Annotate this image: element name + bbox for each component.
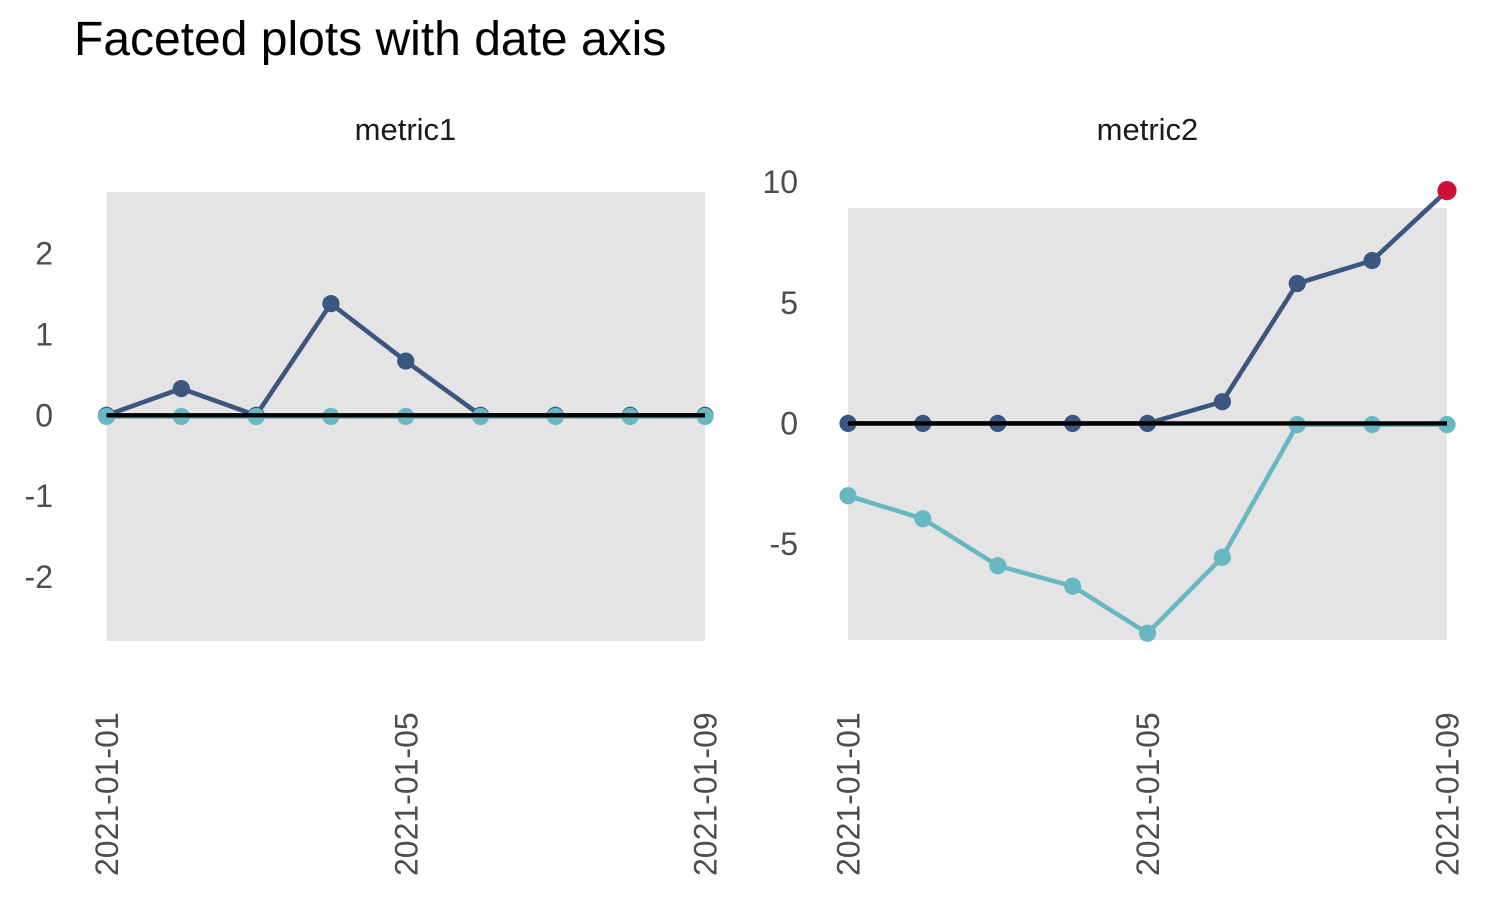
x-tick-label: 2021-01-01	[831, 712, 867, 876]
x-tick-label: 2021-01-05	[1130, 712, 1166, 876]
x-tick-label: 2021-01-05	[388, 712, 424, 876]
metric2-light-point	[1213, 548, 1231, 566]
metric2-light-point	[1138, 624, 1157, 642]
y-tick-label: 0	[35, 397, 53, 433]
y-tick-label: 2	[35, 235, 53, 271]
facet-title-metric1: metric1	[354, 112, 457, 147]
figure-title: Faceted plots with date axis	[74, 13, 667, 66]
metric2-light-point	[989, 557, 1007, 575]
metric1-dark-point	[172, 379, 190, 398]
x-tick-label: 2021-01-09	[1430, 712, 1466, 876]
metric1-dark-point	[397, 352, 415, 370]
metric2-dark-point	[1363, 251, 1381, 270]
facet-title-metric2: metric2	[1096, 112, 1199, 147]
y-tick-label: -1	[25, 478, 53, 514]
y-tick-label: 5	[780, 285, 798, 321]
y-tick-label: 1	[35, 316, 53, 352]
metric2-light-point	[914, 510, 932, 528]
y-tick-label: 10	[762, 164, 798, 200]
metric1-dark-point	[322, 295, 340, 313]
x-tick-label: 2021-01-01	[89, 712, 125, 876]
x-tick-label: 2021-01-09	[688, 712, 724, 876]
metric2-dark-point	[1213, 393, 1231, 411]
y-tick-label: -5	[770, 526, 798, 562]
metric2-light-point	[1064, 577, 1082, 595]
metric2-light-point	[839, 487, 857, 505]
y-tick-label: 0	[780, 405, 798, 441]
metric2-dark-point	[1288, 274, 1306, 293]
highlight-point	[1437, 181, 1457, 201]
y-tick-label: -2	[25, 559, 53, 595]
